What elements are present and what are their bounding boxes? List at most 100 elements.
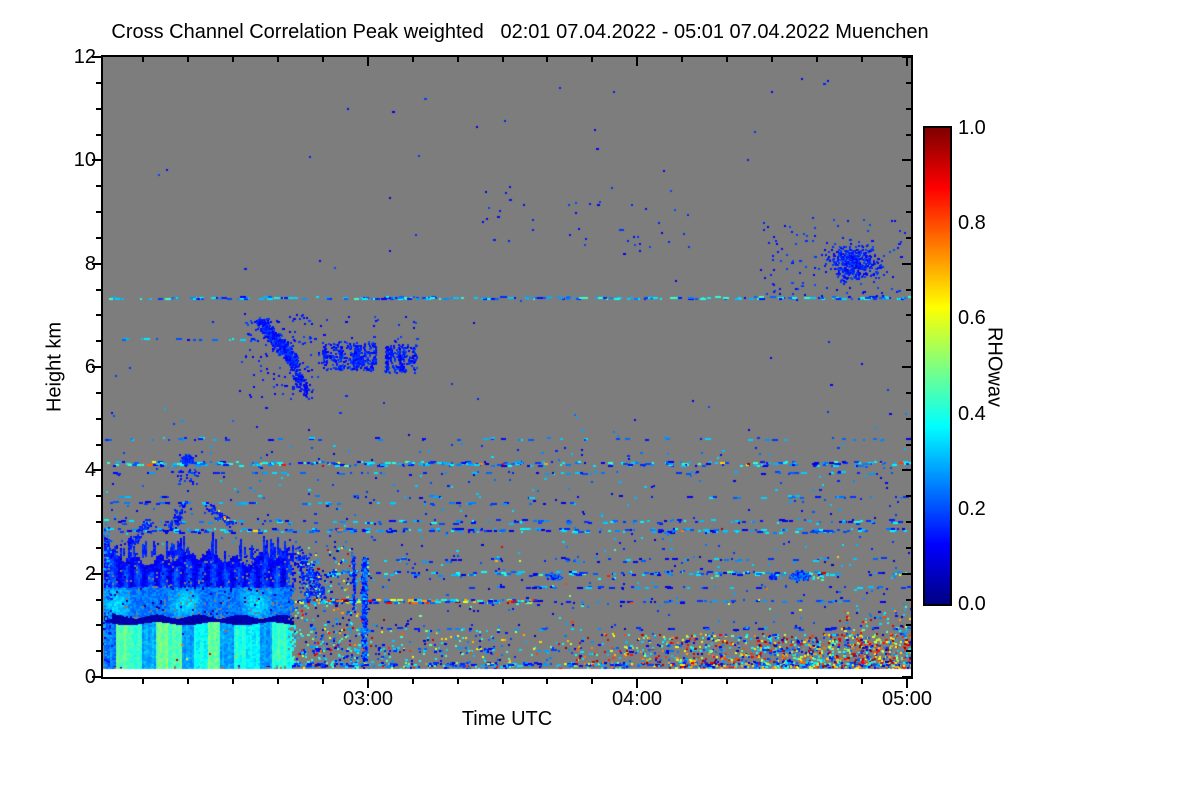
x-axis-top-tick bbox=[636, 57, 638, 66]
y-axis-minor-tick bbox=[96, 108, 101, 110]
y-axis-right-minor-tick bbox=[906, 237, 911, 239]
x-axis-minor-tick bbox=[546, 679, 548, 684]
colorbar-tick-label: 0.6 bbox=[958, 307, 986, 329]
colorbar-title: RHOwav bbox=[983, 326, 1006, 408]
y-axis-minor-tick bbox=[96, 289, 101, 291]
x-tick-label: 05:00 bbox=[881, 688, 933, 710]
x-axis-top-tick bbox=[367, 57, 369, 66]
y-axis-right-tick bbox=[902, 159, 911, 161]
plot-area bbox=[101, 55, 913, 679]
y-tick-label: 2 bbox=[84, 563, 96, 585]
y-axis-right-tick bbox=[902, 469, 911, 471]
y-axis-minor-tick bbox=[96, 624, 101, 626]
y-axis-right-minor-tick bbox=[906, 211, 911, 213]
y-tick-label: 4 bbox=[84, 459, 96, 481]
heatmap-canvas bbox=[103, 57, 911, 677]
x-axis-top-minor-tick bbox=[457, 57, 459, 62]
x-axis-top-minor-tick bbox=[187, 57, 189, 62]
y-axis-right-minor-tick bbox=[906, 340, 911, 342]
x-axis-top-minor-tick bbox=[232, 57, 234, 62]
x-axis-minor-tick bbox=[771, 679, 773, 684]
x-tick-label: 03:00 bbox=[342, 688, 394, 710]
x-axis-top-minor-tick bbox=[142, 57, 144, 62]
x-axis-minor-tick bbox=[142, 679, 144, 684]
y-axis-right-minor-tick bbox=[906, 650, 911, 652]
y-axis-minor-tick bbox=[96, 418, 101, 420]
y-axis-major-tick bbox=[92, 469, 101, 471]
y-axis-major-tick bbox=[92, 56, 101, 58]
y-axis-major-tick bbox=[92, 263, 101, 265]
x-axis-top-minor-tick bbox=[771, 57, 773, 62]
y-axis-right-minor-tick bbox=[906, 444, 911, 446]
y-axis-minor-tick bbox=[96, 340, 101, 342]
y-axis-right-minor-tick bbox=[906, 495, 911, 497]
chart-title: Cross Channel Correlation Peak weighted … bbox=[111, 21, 929, 43]
y-tick-label: 0 bbox=[84, 666, 96, 688]
y-axis-right-minor-tick bbox=[906, 314, 911, 316]
x-axis-minor-tick bbox=[457, 679, 459, 684]
x-axis-minor-tick bbox=[861, 679, 863, 684]
y-axis-major-tick bbox=[92, 676, 101, 678]
colorbar-tick-label: 1.0 bbox=[958, 117, 986, 139]
y-axis-minor-tick bbox=[96, 444, 101, 446]
y-axis-right-minor-tick bbox=[906, 289, 911, 291]
x-axis-minor-tick bbox=[502, 679, 504, 684]
y-axis-right-minor-tick bbox=[906, 82, 911, 84]
x-axis-top-minor-tick bbox=[816, 57, 818, 62]
x-axis-minor-tick bbox=[681, 679, 683, 684]
x-axis-title: Time UTC bbox=[461, 708, 553, 730]
x-axis-top-minor-tick bbox=[681, 57, 683, 62]
y-axis-right-tick bbox=[902, 676, 911, 678]
x-axis-top-tick bbox=[906, 57, 908, 66]
y-axis-right-tick bbox=[902, 573, 911, 575]
x-axis-minor-tick bbox=[412, 679, 414, 684]
y-axis-minor-tick bbox=[96, 392, 101, 394]
x-axis-top-minor-tick bbox=[726, 57, 728, 62]
y-axis-right-minor-tick bbox=[906, 547, 911, 549]
y-axis-right-minor-tick bbox=[906, 108, 911, 110]
x-axis-top-minor-tick bbox=[412, 57, 414, 62]
y-axis-minor-tick bbox=[96, 547, 101, 549]
y-axis-minor-tick bbox=[96, 521, 101, 523]
y-axis-minor-tick bbox=[96, 134, 101, 136]
colorbar-tick-label: 0.2 bbox=[958, 498, 986, 520]
y-axis-right-minor-tick bbox=[906, 185, 911, 187]
y-axis-right-minor-tick bbox=[906, 418, 911, 420]
colorbar-tick-label: 0.8 bbox=[958, 212, 986, 234]
y-axis-right-minor-tick bbox=[906, 134, 911, 136]
y-axis-minor-tick bbox=[96, 211, 101, 213]
y-axis-minor-tick bbox=[96, 599, 101, 601]
x-axis-top-minor-tick bbox=[502, 57, 504, 62]
x-axis-minor-tick bbox=[232, 679, 234, 684]
y-axis-right-minor-tick bbox=[906, 392, 911, 394]
y-tick-label: 10 bbox=[73, 149, 96, 171]
y-axis-minor-tick bbox=[96, 185, 101, 187]
x-axis-minor-tick bbox=[277, 679, 279, 684]
colorbar-tick-label: 0.0 bbox=[958, 593, 986, 615]
x-axis-minor-tick bbox=[591, 679, 593, 684]
x-axis-top-minor-tick bbox=[861, 57, 863, 62]
x-axis-major-tick bbox=[367, 679, 369, 688]
y-tick-label: 8 bbox=[84, 253, 96, 275]
x-axis-major-tick bbox=[906, 679, 908, 688]
x-axis-minor-tick bbox=[726, 679, 728, 684]
y-axis-right-minor-tick bbox=[906, 599, 911, 601]
y-axis-minor-tick bbox=[96, 314, 101, 316]
colorbar-tick-label: 0.4 bbox=[958, 403, 986, 425]
colorbar-gradient bbox=[925, 128, 950, 604]
y-axis-right-minor-tick bbox=[906, 521, 911, 523]
y-axis-right-tick bbox=[902, 366, 911, 368]
y-axis-minor-tick bbox=[96, 495, 101, 497]
y-axis-right-tick bbox=[902, 263, 911, 265]
y-axis-right-minor-tick bbox=[906, 624, 911, 626]
y-tick-label: 6 bbox=[84, 356, 96, 378]
y-axis-major-tick bbox=[92, 366, 101, 368]
y-axis-minor-tick bbox=[96, 82, 101, 84]
x-tick-label: 04:00 bbox=[611, 688, 663, 710]
x-axis-top-minor-tick bbox=[277, 57, 279, 62]
x-axis-minor-tick bbox=[816, 679, 818, 684]
x-axis-minor-tick bbox=[322, 679, 324, 684]
x-axis-major-tick bbox=[636, 679, 638, 688]
x-axis-minor-tick bbox=[187, 679, 189, 684]
